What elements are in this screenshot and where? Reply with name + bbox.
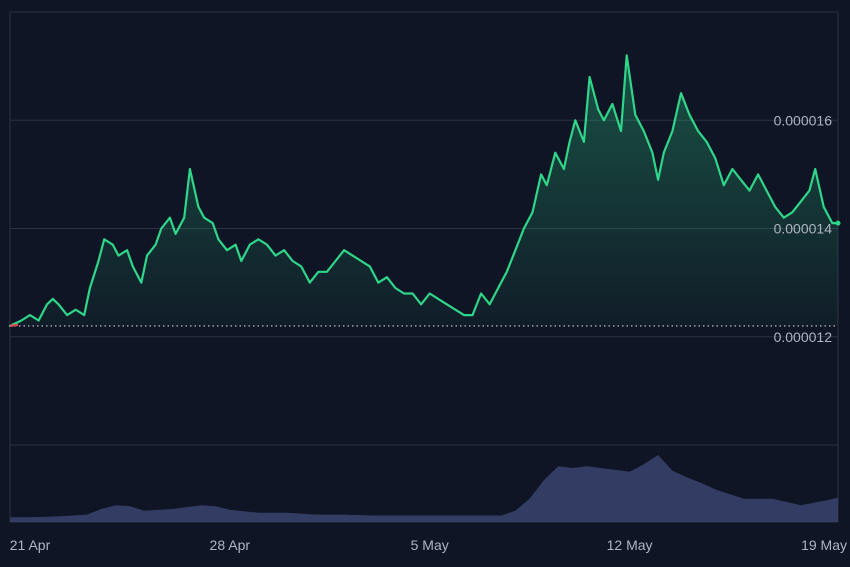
x-axis: 21 Apr 28 Apr 5 May 12 May 19 May bbox=[10, 537, 847, 553]
last-price-point bbox=[835, 220, 841, 226]
price-line-below-baseline bbox=[9, 323, 19, 327]
y-axis: 0.000016 0.000014 0.000012 bbox=[774, 112, 833, 344]
price-area bbox=[10, 55, 838, 326]
volume-pane bbox=[10, 455, 838, 522]
y-tick-label: 0.000012 bbox=[774, 329, 833, 345]
price-line bbox=[8, 54, 840, 327]
volume-area bbox=[10, 455, 838, 522]
price-pane bbox=[8, 54, 841, 327]
y-tick-label: 0.000016 bbox=[774, 112, 833, 128]
x-tick-label: 21 Apr bbox=[10, 537, 51, 553]
x-tick-label: 19 May bbox=[801, 537, 847, 553]
x-tick-label: 5 May bbox=[411, 537, 449, 553]
x-tick-label: 28 Apr bbox=[210, 537, 251, 553]
y-tick-label: 0.000014 bbox=[774, 221, 833, 237]
x-tick-label: 12 May bbox=[607, 537, 653, 553]
